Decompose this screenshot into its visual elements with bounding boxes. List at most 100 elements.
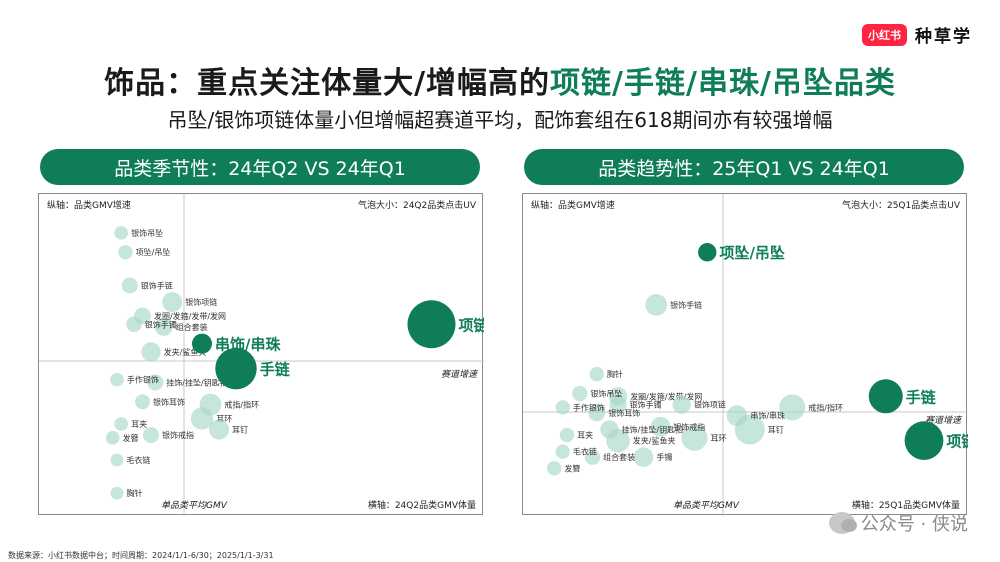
- chart1-bubble-label-17: 耳夹: [577, 430, 593, 440]
- chart1-bubble-label-3: 发夹/鲨鱼夹: [633, 436, 676, 446]
- chart1-bubble-22: [698, 243, 717, 262]
- chart0-x-axis-label: 横轴：24Q2品类GMV体量: [368, 499, 476, 511]
- chart1-bubble-label-20: 项链: [946, 433, 968, 451]
- chart0-bubble-label-5: 组合套装: [176, 322, 208, 332]
- title-highlight: 项链/手链/串珠/吊坠品类: [550, 66, 896, 101]
- chart1-bubble-label-0: 耳钉: [768, 425, 784, 435]
- chart0-bubble-label-20: 手链: [260, 361, 291, 379]
- chart1-y-axis-label: 纵轴：品类GMV增速: [531, 199, 615, 211]
- chart1-bubble-label-19: 发簪: [564, 463, 580, 473]
- chart0-bubble-20: [215, 347, 257, 390]
- chart1-bubble-label-22: 项坠/吊坠: [719, 244, 784, 262]
- chart0-bubble-label-14: 手作银饰: [127, 375, 159, 385]
- chart1-bubble-4: [645, 293, 668, 316]
- chart-right-header: 品类趋势性：25年Q1 VS 24年Q1: [524, 149, 964, 185]
- chart0-bubble-4: [141, 342, 161, 362]
- chart0-bubble-label-18: 胸针: [126, 488, 142, 498]
- chart0-bubble-label-10: 银饰手镯: [145, 319, 177, 329]
- chart0-bubble-10: [126, 316, 142, 333]
- chart1-bubble-label-7: 手镯: [656, 452, 672, 462]
- brand-name: 种草学: [915, 27, 972, 47]
- chart1-bubble-label-18: 毛衣链: [573, 447, 597, 457]
- chart1-bubble-label-5: 串饰/串珠: [750, 411, 785, 421]
- chart-left-svg: 纵轴：品类GMV增速 气泡大小：24Q2品类点击UV 横轴：24Q2品类GMV体量 赛…: [39, 194, 484, 516]
- chart0-bubble-2: [162, 292, 183, 313]
- data-source-note: 数据来源：小红书数据中台；时间周期：2024/1/1-6/30；2025/1/1…: [8, 551, 274, 560]
- chart0-bubble-label-15: 耳夹: [131, 419, 147, 429]
- chart1-bubble-7: [633, 447, 654, 468]
- chart1-hline-label: 赛道增速: [925, 415, 963, 426]
- chart0-bubble-16: [105, 431, 120, 445]
- chart1-bubble-6: [650, 416, 671, 437]
- chart1-bubble-20: [904, 421, 944, 460]
- chart0-size-label: 气泡大小：24Q2品类点击UV: [358, 199, 477, 211]
- chart0-bubble-label-3: 耳钉: [232, 425, 248, 435]
- page-title: 饰品：重点关注体量大/增幅高的项链/手链/串珠/吊坠品类: [0, 58, 1000, 102]
- chart0-bubble-label-21: 串饰/串珠: [215, 336, 281, 354]
- chart0-bubble-label-19: 项链: [459, 316, 485, 334]
- chart1-bubble-5: [726, 405, 748, 427]
- chart1-bubble-label-4: 银饰手链: [670, 300, 702, 310]
- chart-right-svg: 纵轴：品类GMV增速 气泡大小：25Q1品类点击UV 横轴：25Q1品类GMV体量 赛…: [523, 194, 968, 516]
- chart1-bubble-label-21: 手链: [906, 388, 937, 406]
- chart1-bubble-16: [555, 400, 570, 415]
- chart1-bubble-label-9: 银饰项链: [694, 400, 726, 410]
- chart1-bubble-label-13: 银饰吊坠: [590, 389, 622, 399]
- chart1-bubble-10: [600, 420, 619, 439]
- chart0-bubble-label-11: 银饰耳饰: [153, 397, 185, 407]
- wechat-icon: [828, 512, 857, 534]
- chart0-vline-label: 单品类平均GMV: [161, 500, 228, 511]
- chart0-bubble-label-12: 项坠/吊坠: [136, 247, 171, 257]
- chart0-bubble-3: [209, 419, 229, 440]
- chart1-bubble-label-12: 银饰耳饰: [608, 408, 640, 418]
- chart0-bubble-14: [110, 372, 124, 387]
- chart0-bubble-label-2: 银饰项链: [185, 297, 217, 307]
- chart0-bubble-label-13: 银饰吊坠: [131, 228, 163, 238]
- chart1-bubble-label-6: 银饰戒指: [673, 422, 705, 432]
- chart0-hline-label: 赛道增速: [441, 369, 479, 380]
- chart0-bubble-label-6: 发圈/发箍/发带/发网: [154, 311, 226, 321]
- chart-left-header: 品类季节性：24年Q2 VS 24年Q1: [40, 149, 480, 185]
- chart0-bubble-label-9: 银饰戒指: [162, 430, 194, 440]
- chart1-bubble-19: [547, 461, 562, 476]
- chart1-vline-label: 单品类平均GMV: [673, 500, 740, 511]
- chart0-bubble-label-8: 挂饰/挂坠/钥匙扣: [166, 377, 227, 387]
- chart-left-panel: 纵轴：品类GMV增速 气泡大小：24Q2品类点击UV 横轴：24Q2品类GMV体量 赛…: [38, 193, 484, 516]
- chart0-bubble-21: [192, 333, 212, 354]
- chart0-bubble-15: [114, 417, 129, 431]
- chart1-bubble-label-15: 胸针: [607, 369, 623, 379]
- chart0-bubble-19: [407, 300, 456, 349]
- chart0-bubble-label-0: 耳环: [216, 414, 232, 423]
- chart1-bubble-17: [559, 427, 575, 443]
- chart0-bubble-11: [135, 394, 150, 410]
- chart0-bubble-5: [154, 318, 173, 336]
- chart1-x-axis-label: 横轴：25Q1品类GMV体量: [852, 499, 960, 511]
- chart1-bubble-13: [572, 385, 588, 402]
- watermark-text: 公众号 · 侠说: [860, 514, 968, 535]
- chart0-bubble-12: [118, 245, 133, 260]
- chart1-bubble-label-8: 发圈/发箍/发带/发网: [630, 391, 702, 401]
- chart1-bubble-9: [672, 395, 691, 414]
- brand-logo: 小红书: [862, 23, 907, 46]
- chart1-bubble-1: [779, 394, 806, 421]
- chart0-bubble-9: [143, 427, 159, 444]
- chart1-bubble-label-1: 戒指/指环: [808, 402, 843, 412]
- chart0-bubble-7: [121, 277, 138, 294]
- chart1-bubble-label-10: 挂饰/挂坠/钥匙扣: [622, 425, 683, 435]
- chart0-bubble-13: [114, 226, 129, 240]
- chart1-bubble-14: [584, 449, 601, 465]
- chart0-bubble-label-4: 发夹/鲨鱼夹: [164, 347, 207, 357]
- chart1-size-label: 气泡大小：25Q1品类点击UV: [842, 199, 961, 211]
- chart1-bubble-label-14: 组合套装: [603, 452, 635, 462]
- brand: 小红书 种草学: [862, 22, 972, 47]
- chart1-bubble-label-11: 银饰手镯: [630, 400, 662, 410]
- chart1-bubble-15: [589, 366, 604, 382]
- chart1-bubble-18: [555, 444, 570, 459]
- chart1-bubble-11: [609, 396, 627, 414]
- chart0-y-axis-label: 纵轴：品类GMV增速: [47, 199, 131, 211]
- page-subtitle: 吊坠/银饰项链体量小但增幅超赛道平均，配饰套组在618期间亦有较强增幅: [167, 108, 833, 132]
- chart0-bubble-8: [147, 374, 164, 391]
- chart0-bubble-label-16: 发簪: [123, 433, 139, 443]
- chart1-bubble-21: [868, 379, 903, 414]
- chart0-bubble-17: [110, 453, 124, 467]
